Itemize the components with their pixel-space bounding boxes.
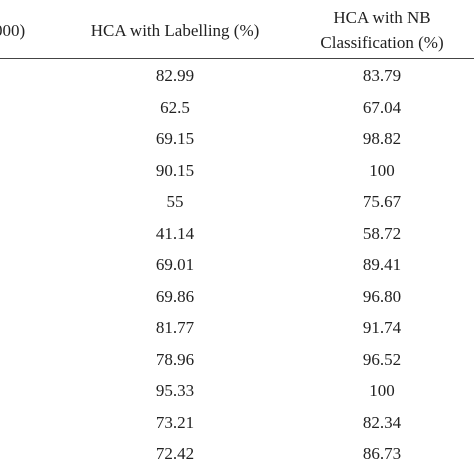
cell-hca-nb: 91.74 (362, 318, 402, 337)
header-rule (0, 58, 474, 59)
cell-hca-labelling: 55 (166, 192, 184, 211)
header-cell-truncated: 000) (0, 21, 26, 40)
cell-hca-labelling: 78.96 (155, 349, 195, 369)
table-row: 55 75.67 (0, 186, 474, 218)
cell-hca-nb: 100 (369, 160, 395, 180)
table-row: 90.15 100 (0, 155, 474, 187)
table-row: 78.96 96.52 (0, 344, 474, 376)
table-body: 82.99 83.79 62.5 67.04 69.15 98.82 90.15 100 55 7… (0, 60, 474, 470)
header-cell-hca-labelling: HCA with Labelling (%) (90, 21, 260, 40)
cell-hca-nb: 67.04 (362, 97, 402, 117)
header-cell-hca-nb: HCA with NB Classification (%) (290, 5, 474, 55)
table-row: 69.15 98.82 (0, 123, 474, 155)
table-row: 82.99 83.79 (0, 60, 474, 92)
table-row: 72.42 86.73 (0, 438, 474, 470)
cell-hca-nb: 96.52 (362, 349, 402, 369)
table-row: 81.77 91.74 (0, 312, 474, 344)
cell-hca-nb: 86.73 (362, 444, 402, 463)
header-line-1: HCA with NB (333, 8, 431, 27)
table-row: 62.5 67.04 (0, 92, 474, 124)
cell-hca-labelling: 73.21 (155, 412, 195, 432)
cell-hca-labelling: 95.33 (155, 381, 195, 400)
cell-hca-labelling: 82.99 (155, 66, 195, 85)
cell-hca-labelling: 62.5 (160, 97, 190, 117)
cell-hca-nb: 96.80 (362, 286, 402, 306)
table-row: 41.14 58.72 (0, 218, 474, 250)
cell-hca-labelling: 81.77 (155, 318, 195, 337)
cell-hca-labelling: 69.15 (155, 129, 195, 148)
cell-hca-nb: 89.41 (362, 255, 402, 274)
cell-hca-labelling: 41.14 (155, 223, 195, 243)
cell-hca-labelling: 72.42 (155, 444, 195, 463)
table-row: 69.01 89.41 (0, 249, 474, 281)
cell-hca-nb: 100 (369, 381, 395, 400)
table-row: 73.21 82.34 (0, 407, 474, 439)
cell-hca-labelling: 90.15 (155, 160, 195, 180)
cell-hca-labelling: 69.01 (155, 255, 195, 274)
cell-hca-nb: 58.72 (362, 223, 402, 243)
cell-hca-nb: 83.79 (362, 66, 402, 85)
header-line-2: Classification (%) (320, 33, 444, 52)
table-row: 95.33 100 (0, 375, 474, 407)
cell-hca-nb: 98.82 (362, 129, 402, 148)
cell-hca-labelling: 69.86 (155, 286, 195, 306)
table-row: 69.86 96.80 (0, 281, 474, 313)
cell-hca-nb: 82.34 (362, 412, 402, 432)
cell-hca-nb: 75.67 (362, 192, 402, 211)
